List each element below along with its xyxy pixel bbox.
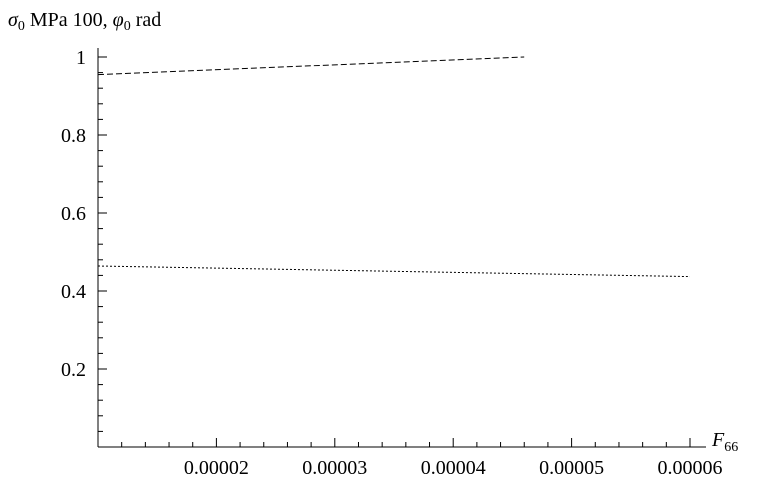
- svg-text:F66: F66: [711, 429, 738, 455]
- y-tick-label: 0.2: [61, 359, 86, 381]
- x-tick-label: 0.00003: [302, 457, 367, 479]
- y-title-sigma-subscript: 0: [18, 19, 25, 34]
- series-dotted-line: [97, 265, 691, 278]
- y-tick-label: 1: [76, 47, 86, 69]
- y-title-units: MPa 100,: [25, 9, 113, 31]
- plot-area: [97, 56, 691, 278]
- x-axis-title: F66: [711, 429, 738, 455]
- y-tick-label: 0.6: [61, 203, 86, 225]
- y-tick-label: 0.8: [61, 125, 86, 147]
- series-dashed-line: [97, 56, 525, 76]
- y-title-phi: φ: [113, 9, 124, 31]
- x-title-subscript: 66: [724, 440, 738, 455]
- y-title-sigma: σ: [8, 9, 19, 31]
- x-title-symbol: F: [711, 429, 725, 451]
- x-tick-label: 0.00002: [184, 457, 249, 479]
- axes: 0.00002 0.00003 0.00004 0.00005 0.00006 0.2 0.…: [61, 47, 723, 479]
- y-title-rad: rad: [131, 9, 162, 31]
- y-tick-label: 0.4: [61, 281, 86, 303]
- y-axis-title: σ0 MPa 100, φ0 rad: [8, 9, 161, 34]
- x-tick-label: 0.00005: [539, 457, 604, 479]
- y-title-phi-subscript: 0: [124, 19, 131, 34]
- svg-text:σ0 MPa 100, φ0 rad: σ0 MPa 100, φ0 rad: [8, 9, 161, 34]
- x-tick-label: 0.00004: [421, 457, 486, 479]
- x-tick-label: 0.00006: [658, 457, 723, 479]
